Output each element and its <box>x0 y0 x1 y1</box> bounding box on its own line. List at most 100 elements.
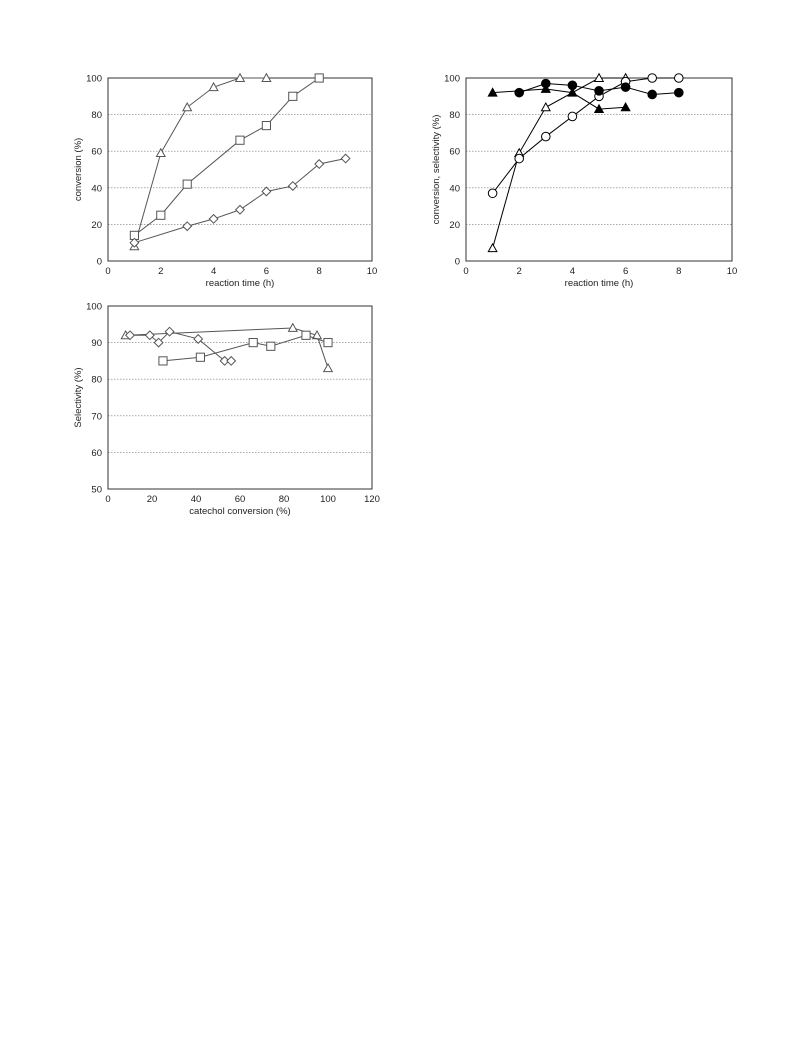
y-tick-label: 70 <box>91 411 102 422</box>
series-2-point <box>487 188 498 199</box>
x-axis-title: reaction time (h) <box>206 278 275 289</box>
series-4-point <box>514 87 524 98</box>
y-axis-title: conversion, selectivity (%) <box>431 115 442 225</box>
x-tick-label: 10 <box>727 266 738 277</box>
series-2-point <box>567 111 578 122</box>
series-3-point <box>261 186 272 197</box>
x-tick-label: 2 <box>517 266 522 277</box>
series-3-point <box>153 337 164 348</box>
series-2-point <box>288 91 298 101</box>
y-tick-label: 100 <box>86 302 102 313</box>
series-3-point <box>314 159 325 170</box>
x-tick-label: 40 <box>191 494 202 505</box>
x-tick-label: 0 <box>105 494 110 505</box>
y-tick-label: 0 <box>455 257 460 268</box>
series-3-line <box>130 331 232 362</box>
series-1-point <box>487 242 498 253</box>
chart-selectivity-vs-conversion: 50 60 70 80 90 100 0 20 40 60 80 100 120 catechol con… <box>70 298 390 528</box>
x-axis-title: reaction time (h) <box>565 278 634 289</box>
series-4 <box>514 78 684 100</box>
series-1-point <box>155 147 166 157</box>
series-4-point <box>594 86 604 96</box>
y-tick-label: 60 <box>91 448 102 459</box>
series-3-point <box>593 103 605 114</box>
series-3-line <box>492 88 626 110</box>
y-tick-label: 60 <box>449 147 460 158</box>
series-1-point <box>540 101 551 112</box>
series-2-point <box>301 330 311 340</box>
series-2-point <box>182 179 192 189</box>
series-1-point <box>208 81 219 92</box>
y-tick-label: 80 <box>449 110 460 121</box>
series-3-line <box>134 158 346 244</box>
x-tick-label: 6 <box>264 266 269 277</box>
y-tick-label: 100 <box>86 74 102 85</box>
series-2-point <box>235 135 245 145</box>
series-3-point <box>164 326 175 337</box>
series-1-point <box>261 72 272 82</box>
x-tick-label: 100 <box>320 494 336 505</box>
series-1 <box>487 72 631 253</box>
chart-2-svg: 0 20 40 60 80 100 0 2 4 6 8 10 reaction time (h) conv… <box>431 72 738 289</box>
y-tick-label: 80 <box>91 375 102 386</box>
series-2-point <box>514 153 524 164</box>
x-tick-label: 4 <box>570 266 575 277</box>
series-3-point <box>540 83 551 93</box>
series-3-point <box>193 333 204 344</box>
y-tick-label: 90 <box>91 338 102 349</box>
series-1 <box>129 72 272 251</box>
y-tick-label: 0 <box>97 257 102 268</box>
chart-1-svg: 0 20 40 60 80 100 0 2 4 6 8 10 reaction time (h) conv… <box>73 72 377 289</box>
series-1-point <box>182 101 193 112</box>
y-tick-label: 40 <box>449 183 460 194</box>
series-2-point <box>647 73 657 83</box>
series-4-point <box>541 78 551 89</box>
series-1-line <box>492 77 626 249</box>
series-3-point <box>234 204 246 215</box>
series-2-point <box>248 338 258 348</box>
series-3 <box>124 326 237 366</box>
series-4-point <box>567 80 578 91</box>
series-3-point <box>129 237 140 248</box>
series-3-point <box>287 180 298 191</box>
x-tick-label: 0 <box>463 266 468 277</box>
x-tick-label: 8 <box>317 266 322 277</box>
series-1-point <box>593 72 605 82</box>
series-1-line <box>133 77 267 247</box>
series-2-point <box>156 210 166 220</box>
series-3-point <box>567 87 578 97</box>
series-4-point <box>674 87 684 98</box>
series-3-point <box>340 153 351 164</box>
plot-frame <box>107 77 373 262</box>
y-tick-label: 100 <box>444 74 460 85</box>
series-3-point <box>226 355 237 366</box>
chart-conversion-vs-time: 0 20 40 60 80 100 0 2 4 6 8 10 reaction time (h) conv… <box>70 70 390 300</box>
y-tick-label: 20 <box>91 220 102 231</box>
x-tick-label: 0 <box>105 266 110 277</box>
series-3-point <box>208 213 219 224</box>
series-1-point <box>287 322 298 332</box>
series-1-point <box>322 362 334 373</box>
series-3-point <box>124 330 136 341</box>
x-tick-label: 80 <box>279 494 290 505</box>
y-tick-label: 20 <box>449 220 460 231</box>
series-3-point <box>219 355 230 366</box>
x-tick-label: 60 <box>235 494 246 505</box>
series-4-point <box>647 89 657 100</box>
y-tick-label: 50 <box>91 485 102 496</box>
series-2 <box>487 73 684 199</box>
x-tick-label: 2 <box>158 266 163 277</box>
x-tick-label: 20 <box>147 494 158 505</box>
series-3-point <box>182 221 193 232</box>
chart-3-svg: 50 60 70 80 90 100 0 20 40 60 80 100 120 catechol con… <box>73 302 380 518</box>
y-tick-label: 80 <box>91 110 102 121</box>
x-tick-label: 4 <box>211 266 216 277</box>
series-3-point <box>487 87 498 97</box>
x-tick-label: 8 <box>676 266 681 277</box>
series-3 <box>487 83 631 114</box>
series-3-point <box>620 101 631 112</box>
series-2-point <box>314 73 324 83</box>
series-1-point <box>234 72 246 82</box>
series-2-point <box>158 356 168 366</box>
chart-conversion-selectivity-vs-time: 0 20 40 60 80 100 0 2 4 6 8 10 reaction time (h) conv… <box>428 70 748 300</box>
